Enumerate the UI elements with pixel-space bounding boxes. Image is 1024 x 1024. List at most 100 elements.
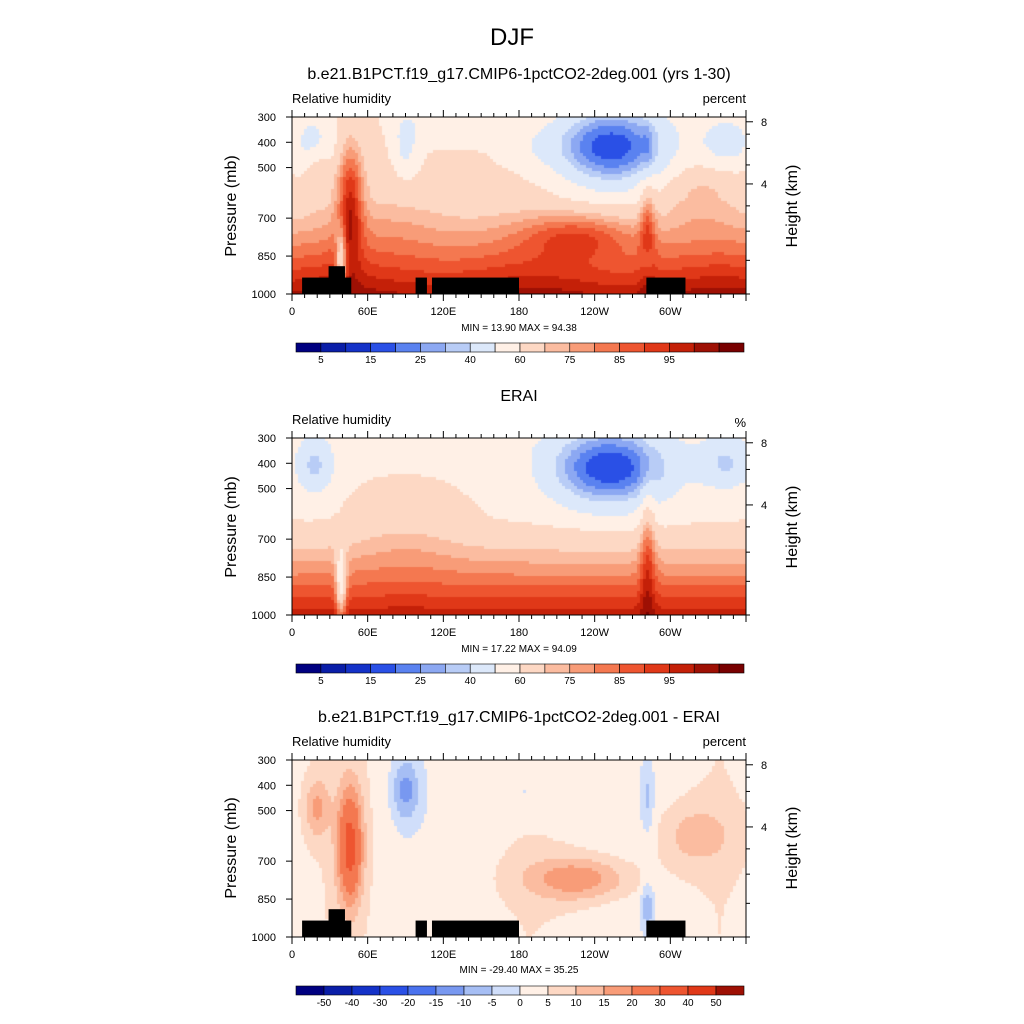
colorbar-label: 15 <box>365 676 377 687</box>
topography-mask <box>328 266 345 294</box>
colorbar-swatch <box>445 342 471 353</box>
colorbar-swatch <box>323 985 353 996</box>
colorbar-swatch <box>659 985 689 996</box>
x-tick-label: 60E <box>358 627 378 639</box>
topography-mask <box>344 277 352 294</box>
colorbar-swatch <box>547 985 577 996</box>
y-tick-label: 300 <box>258 755 276 767</box>
colorbar-swatch <box>644 342 670 353</box>
y-tick-label: 400 <box>258 780 276 792</box>
panel-2-units-label: % <box>734 415 746 430</box>
x-tick-label: 60W <box>659 627 682 639</box>
y2-tick-label: 4 <box>761 500 767 512</box>
colorbar-label: -30 <box>373 998 388 1009</box>
colorbar-swatch <box>631 985 661 996</box>
colorbar-swatch <box>619 663 645 674</box>
x-tick-label: 120E <box>430 306 456 318</box>
colorbar-swatch <box>569 663 595 674</box>
colorbar-swatch <box>320 663 347 674</box>
y2-tick-label: 4 <box>761 179 767 191</box>
colorbar-label: 40 <box>465 676 477 687</box>
colorbar-label: 40 <box>465 355 477 366</box>
colorbar-swatch <box>407 985 437 996</box>
x-tick-label: 0 <box>289 949 295 961</box>
panel-3-units-label: percent <box>703 734 747 749</box>
panel-2-axes: 0 60E 120E 180 120W 60W 300 400 500 700 850 1000 8 4 <box>252 431 767 639</box>
panel-1-y-axis-label: Pressure (mb) <box>223 155 240 256</box>
x-tick-label: 0 <box>289 627 295 639</box>
panel-3-y-axis-label: Pressure (mb) <box>223 797 240 898</box>
topography-mask <box>431 920 519 937</box>
panel-1-colorbar: 5 15 25 40 60 75 85 95 <box>295 342 745 366</box>
colorbar-label: 40 <box>682 998 694 1009</box>
colorbar-swatch <box>491 985 521 996</box>
colorbar-label: 60 <box>514 676 526 687</box>
x-tick-label: 120W <box>580 627 609 639</box>
colorbar-swatch <box>519 342 546 353</box>
colorbar-label: 30 <box>654 998 666 1009</box>
panel-1-stats: MIN = 13.90 MAX = 94.38 <box>461 323 577 334</box>
colorbar-label: 25 <box>415 355 427 366</box>
colorbar-swatch <box>718 342 745 353</box>
y-tick-label: 500 <box>258 484 276 496</box>
panel-2-colorbar: 5 15 25 40 60 75 85 95 <box>295 663 745 687</box>
colorbar-label: 75 <box>564 355 576 366</box>
y-tick-label: 850 <box>258 251 276 263</box>
colorbar-label: 95 <box>664 676 676 687</box>
colorbar-swatch <box>320 342 347 353</box>
x-tick-label: 120E <box>430 949 456 961</box>
y2-tick-label: 4 <box>761 822 767 834</box>
y-tick-label: 700 <box>258 534 276 546</box>
panel-1: b.e21.B1PCT.f19_g17.CMIP6-1pctCO2-2deg.0… <box>223 66 801 366</box>
colorbar-swatch <box>715 985 745 996</box>
panel-2-plot-area <box>292 438 746 615</box>
y2-tick-label: 8 <box>761 438 767 450</box>
x-tick-label: 60W <box>659 949 682 961</box>
colorbar-label: 95 <box>664 355 676 366</box>
colorbar-swatch <box>445 663 471 674</box>
colorbar-swatch <box>644 663 670 674</box>
colorbar-swatch <box>519 663 546 674</box>
colorbar-swatch <box>494 342 521 353</box>
topography-mask <box>431 277 519 294</box>
x-tick-label: 120E <box>430 627 456 639</box>
colorbar-swatch <box>395 342 421 353</box>
colorbar-swatch <box>345 342 371 353</box>
x-tick-label: 180 <box>510 627 528 639</box>
y-tick-label: 850 <box>258 894 276 906</box>
panel-2-variable-label: Relative humidity <box>292 412 391 427</box>
colorbar-swatch <box>669 342 695 353</box>
colorbar-label: 15 <box>365 355 377 366</box>
colorbar-swatch <box>469 663 496 674</box>
colorbar-swatch <box>594 663 620 674</box>
contour-fill-field <box>292 117 746 294</box>
y-tick-label: 500 <box>258 163 276 175</box>
colorbar-swatch <box>295 663 322 674</box>
x-tick-label: 180 <box>510 949 528 961</box>
contour-fill-field <box>292 438 746 615</box>
colorbar-swatch <box>669 663 695 674</box>
x-tick-label: 60E <box>358 306 378 318</box>
y2-tick-label: 8 <box>761 117 767 129</box>
y2-tick-label: 8 <box>761 760 767 772</box>
panel-3: b.e21.B1PCT.f19_g17.CMIP6-1pctCO2-2deg.0… <box>223 709 801 1009</box>
colorbar-swatch <box>379 985 409 996</box>
panel-3-title: b.e21.B1PCT.f19_g17.CMIP6-1pctCO2-2deg.0… <box>318 709 720 726</box>
panel-1-units-label: percent <box>703 91 747 106</box>
colorbar-label: 50 <box>710 998 722 1009</box>
colorbar-label: -5 <box>488 998 497 1009</box>
panel-1-y2-axis-label: Height (km) <box>784 165 801 248</box>
colorbar-swatch <box>569 342 595 353</box>
x-tick-label: 60E <box>358 949 378 961</box>
panel-3-variable-label: Relative humidity <box>292 734 391 749</box>
colorbar-label: -15 <box>429 998 444 1009</box>
y-tick-label: 1000 <box>252 610 276 622</box>
y-tick-label: 1000 <box>252 289 276 301</box>
x-tick-label: 180 <box>510 306 528 318</box>
colorbar-swatch <box>693 663 720 674</box>
y-tick-label: 400 <box>258 137 276 149</box>
colorbar-label: 85 <box>614 676 626 687</box>
panel-3-plot-area <box>292 760 746 937</box>
colorbar-label: 20 <box>626 998 638 1009</box>
